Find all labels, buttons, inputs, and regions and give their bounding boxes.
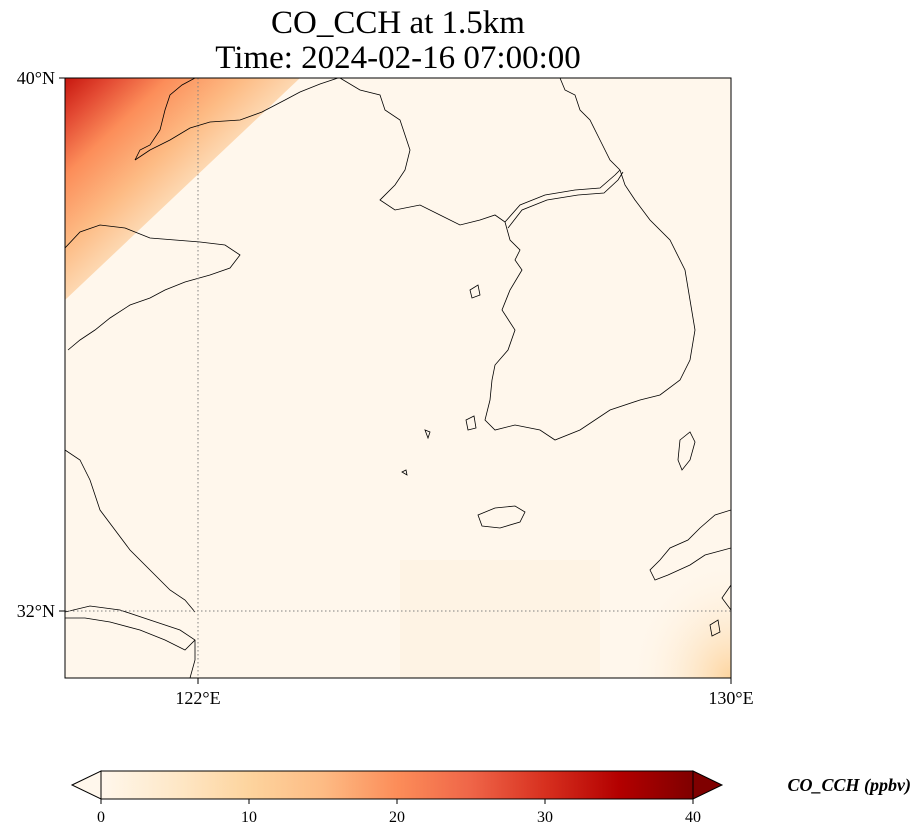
lon-label-122E: 122°E — [175, 688, 220, 708]
shandong-coast — [65, 224, 241, 351]
lat-label-32N: 32°N — [17, 601, 55, 621]
colorbar-extend-min — [70, 770, 102, 800]
west-island-4 — [401, 469, 408, 476]
gridlines — [65, 78, 731, 678]
lon-label-130E: 130°E — [708, 688, 753, 708]
cb-label-40: 40 — [685, 809, 701, 826]
lat-label-40N: 40°N — [17, 68, 55, 88]
cb-label-20: 20 — [389, 809, 405, 826]
colorbar-gradient — [101, 771, 693, 799]
jiangsu-coast — [65, 449, 196, 613]
yangtze-estuary — [65, 605, 196, 651]
map-title: CO_CCH at 1.5km — [271, 5, 525, 41]
liaodong-coast — [134, 78, 339, 161]
liaodong-peninsula — [134, 78, 196, 161]
north-korea-east-coast — [559, 78, 621, 171]
west-island-2 — [465, 415, 477, 431]
jeju-island — [477, 505, 526, 529]
map-time-subtitle: Time: 2024-02-16 07:00:00 — [215, 40, 581, 76]
colorbar: 0 10 20 30 40 CO_CCH (ppbv) — [70, 770, 912, 826]
colorbar-extend-max — [692, 770, 724, 800]
axis-ticks — [59, 77, 732, 684]
colorbar-ticks — [100, 799, 694, 804]
west-island-3 — [424, 429, 431, 440]
south-faint-area — [400, 560, 600, 678]
korean-peninsula-coast — [339, 78, 696, 441]
west-island-1 — [469, 284, 481, 299]
tsushima-island — [677, 431, 696, 471]
cb-label-10: 10 — [241, 809, 257, 826]
kyushu-south — [721, 584, 731, 611]
cb-label-0: 0 — [97, 809, 105, 826]
kyushu-coast — [649, 509, 731, 581]
dmz-border-2 — [507, 171, 624, 229]
cb-label-30: 30 — [537, 809, 553, 826]
concentration-field — [65, 78, 731, 678]
map-frame — [64, 77, 732, 679]
small-island-se — [709, 619, 721, 637]
coastlines — [65, 78, 731, 678]
high-concentration-plume — [65, 78, 300, 300]
dmz-border — [504, 169, 621, 223]
hangzhou-coast — [189, 640, 196, 678]
colorbar-label: CO_CCH (ppbv) — [788, 775, 912, 796]
